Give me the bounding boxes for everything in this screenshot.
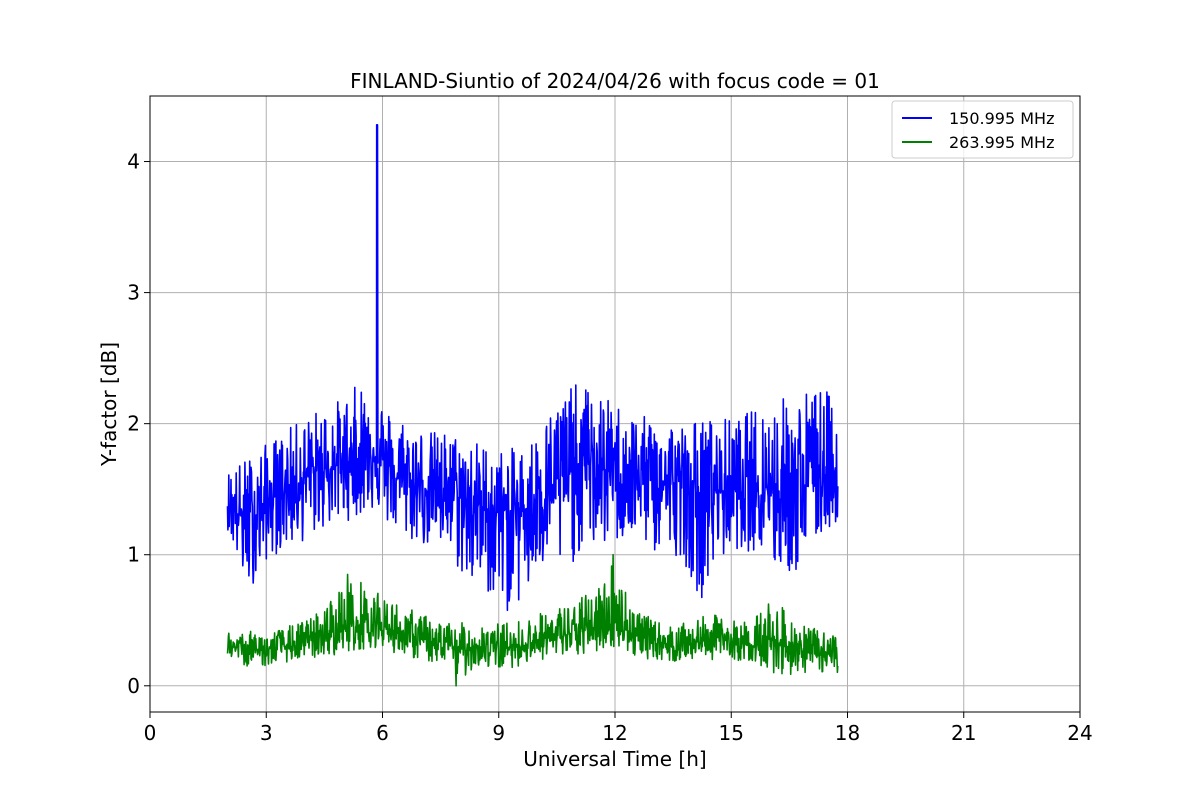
y-tick-label: 2 (127, 412, 140, 436)
chart-title: FINLAND-Siuntio of 2024/04/26 with focus… (350, 69, 880, 93)
legend-box (891, 100, 1074, 159)
series-line-2 (226, 553, 839, 687)
y-tick-label: 4 (127, 150, 140, 174)
legend-entry: 263.995 MHz (949, 133, 1054, 152)
x-tick-label: 15 (719, 721, 744, 745)
x-tick-label: 24 (1067, 721, 1092, 745)
y-tick-label: 0 (127, 674, 140, 698)
x-tick-label: 6 (376, 721, 389, 745)
legend-entry: 150.995 MHz (949, 109, 1054, 128)
series-layer (226, 124, 839, 687)
y-axis-label: Y-factor [dB] (97, 342, 121, 467)
x-tick-label: 12 (602, 721, 627, 745)
y-tick-label: 1 (127, 543, 140, 567)
x-tick-label: 18 (835, 721, 860, 745)
x-tick-label: 0 (144, 721, 157, 745)
x-tick-label: 9 (492, 721, 505, 745)
x-tick-label: 21 (951, 721, 976, 745)
x-axis-label: Universal Time [h] (523, 747, 706, 771)
legend: 150.995 MHz 263.995 MHz (891, 100, 1074, 159)
x-tick-label: 3 (260, 721, 273, 745)
y-tick-label: 3 (127, 281, 140, 305)
series-line-1 (226, 124, 839, 612)
